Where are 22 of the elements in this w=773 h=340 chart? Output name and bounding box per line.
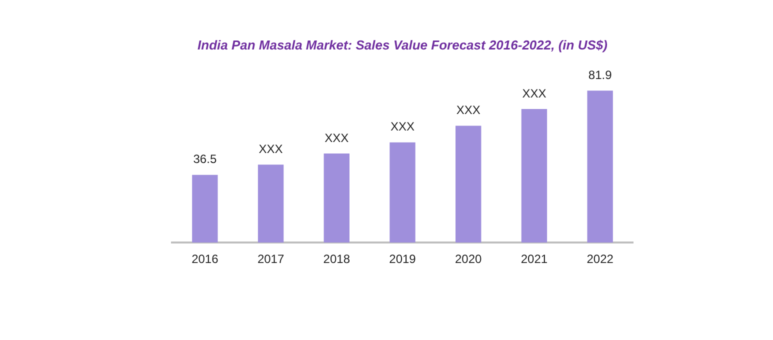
bar xyxy=(324,154,350,243)
x-tick-label: 2021 xyxy=(520,252,548,266)
data-label: XXX xyxy=(258,142,283,156)
data-label: XXX xyxy=(324,130,349,145)
data-label: XXX xyxy=(456,103,480,118)
x-tick-label: 2019 xyxy=(389,252,416,266)
bar xyxy=(192,174,218,243)
x-tick-label: 2020 xyxy=(455,252,482,266)
bar xyxy=(587,90,613,243)
data-label: 81.9 xyxy=(588,68,612,82)
x-tick-label: 2016 xyxy=(192,252,219,266)
x-tick-label: 2018 xyxy=(323,252,350,266)
data-label: 36.5 xyxy=(193,152,217,166)
bar xyxy=(390,142,416,243)
chart-title: India Pan Masala Market: Sales Value Forecast 2016-2022, (in US$) xyxy=(198,37,608,52)
x-tick-label: 2017 xyxy=(257,252,284,266)
data-label: XXX xyxy=(522,86,546,100)
data-label: XXX xyxy=(390,120,415,134)
bar xyxy=(521,109,548,243)
bar xyxy=(456,126,482,243)
bar xyxy=(258,164,284,243)
x-tick-label: 2022 xyxy=(586,252,614,266)
